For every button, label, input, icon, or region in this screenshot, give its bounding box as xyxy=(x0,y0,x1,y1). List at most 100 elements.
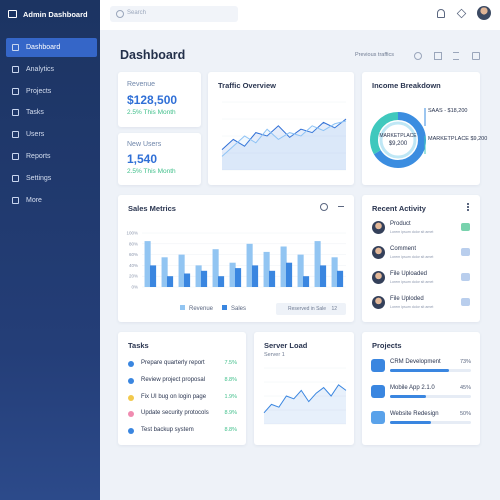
activity-text: Lorem ipsum dolor sit amet xyxy=(390,255,434,259)
bar xyxy=(268,270,276,287)
sales-card: Sales Metrics 0% 20% 40% 60% 80% 100% Revenue S… xyxy=(118,195,354,322)
legend-swatch xyxy=(180,305,185,310)
avatar xyxy=(372,296,385,309)
filter-label[interactable]: Previous traffics xyxy=(355,52,395,58)
bar xyxy=(319,265,327,287)
avatar xyxy=(372,271,385,284)
menu-item[interactable]: Analytics xyxy=(6,60,97,79)
toolbar-icon[interactable] xyxy=(414,52,422,60)
bar xyxy=(149,265,157,287)
legend-label: MARKETPLACE $9,200 xyxy=(428,136,487,142)
menu-item[interactable]: Tasks xyxy=(6,103,97,122)
search-box[interactable]: Search xyxy=(110,6,238,22)
income-chart: MARKETPLACE $9,200 SAAS - $18,200 MARKETPLA… xyxy=(370,108,487,168)
card-label: Revenue xyxy=(127,81,156,88)
more-icon[interactable] xyxy=(467,203,471,211)
card-value: 1,540 xyxy=(127,152,158,166)
project-name: Mobile App 2.1.0 xyxy=(390,385,435,391)
y-tick-label: 80% xyxy=(129,241,138,246)
y-tick-label: 40% xyxy=(129,263,138,268)
progress-bar xyxy=(390,421,431,424)
legend-label: Revenue xyxy=(189,306,214,312)
traffic-card: Traffic Overview xyxy=(208,72,354,185)
task-dot[interactable] xyxy=(128,361,134,367)
bar xyxy=(217,276,225,287)
button-label: Reserved in Sale xyxy=(288,306,327,312)
task-value: 8.9% xyxy=(224,410,237,417)
card-title: Projects xyxy=(372,341,402,350)
bar xyxy=(280,246,287,287)
menu-label: Projects xyxy=(26,87,52,95)
task-dot[interactable] xyxy=(128,377,134,384)
y-tick-label: 0% xyxy=(131,285,138,290)
minimize-icon[interactable] xyxy=(338,206,344,207)
avatar[interactable] xyxy=(477,6,491,20)
bar xyxy=(302,276,310,287)
bell-icon[interactable] xyxy=(437,9,445,18)
card-change: 2.5% This Month xyxy=(127,109,176,116)
menu-label: More xyxy=(26,196,42,204)
menu-item[interactable]: Reports xyxy=(6,147,97,166)
area xyxy=(264,384,346,424)
toolbar-icon[interactable] xyxy=(434,52,442,60)
bar xyxy=(285,262,293,287)
project-icon xyxy=(371,411,385,424)
progress-track xyxy=(390,395,471,398)
activity-text: Lorem ipsum dolor sit amet xyxy=(390,280,434,284)
revenue-card: Revenue $128,500 2.5% This Month xyxy=(118,72,201,127)
activity-title: File Uploded xyxy=(390,296,424,302)
legend-swatch xyxy=(222,305,227,310)
activity-title: Product xyxy=(390,221,411,227)
activity-icon xyxy=(461,223,470,231)
donut-center-label: MARKETPLACE xyxy=(379,133,417,139)
toolbar-icon[interactable] xyxy=(472,52,480,60)
task-text: Update security protocols xyxy=(141,410,209,417)
server-card: Server Load Server 1 xyxy=(254,332,354,445)
menu-item[interactable]: Projects xyxy=(6,82,97,101)
avatar xyxy=(372,221,385,234)
activity-text: Lorem ipsum dolor sit amet xyxy=(390,305,434,309)
menu-label: Reports xyxy=(26,153,51,160)
card-change: 2.5% This Month xyxy=(127,168,176,175)
page-title: Dashboard xyxy=(120,48,186,62)
activity-card: Recent Activity Product Lorem ipsum dolor… xyxy=(362,195,480,322)
menu-icon xyxy=(12,87,19,95)
projects-card: Projects CRM Development 73% Mobile App 2.… xyxy=(362,332,480,445)
line xyxy=(221,120,347,157)
bar xyxy=(161,257,168,287)
menu-item[interactable]: Users xyxy=(6,125,97,144)
menu-icon xyxy=(12,109,19,117)
project-value: 45% xyxy=(459,385,471,391)
y-tick-label: 100% xyxy=(126,231,138,236)
menu-item[interactable]: Dashboard xyxy=(6,38,97,57)
project-name: Website Redesign xyxy=(390,411,439,417)
project-icon xyxy=(371,359,385,372)
menu-item[interactable]: More xyxy=(6,191,97,210)
bar xyxy=(336,270,344,287)
search-placeholder: Search xyxy=(127,10,147,16)
toolbar-icon[interactable] xyxy=(453,52,459,60)
bar xyxy=(234,268,242,287)
card-title: Sales Metrics xyxy=(128,204,176,213)
task-dot[interactable] xyxy=(128,428,134,435)
menu-icon xyxy=(12,174,19,182)
project-value: 50% xyxy=(459,411,471,417)
y-tick-label: 60% xyxy=(129,252,138,257)
task-text: Test backup system xyxy=(141,427,194,434)
app-title: Admin Dashboard xyxy=(23,10,88,19)
menu-item[interactable]: Settings xyxy=(6,169,97,188)
task-dot[interactable] xyxy=(128,394,134,401)
task-text: Prepare quarterly report xyxy=(141,360,205,366)
task-dot[interactable] xyxy=(128,411,134,418)
menu-label: Settings xyxy=(26,174,52,182)
bar xyxy=(246,243,253,287)
search-icon[interactable] xyxy=(320,203,328,211)
income-card: Income Breakdown MARKETPLACE $9,200 SAAS -… xyxy=(362,72,487,185)
sales-chart: 0% 20% 40% 60% 80% 100% Revenue Sales xyxy=(126,231,346,312)
area xyxy=(222,119,346,170)
activity-title: Comment xyxy=(390,246,417,252)
reserve-button[interactable]: Reserved in Sale 12 xyxy=(276,303,346,315)
menu-icon xyxy=(12,153,19,160)
search-icon xyxy=(116,10,124,18)
menu-icon xyxy=(12,44,19,51)
